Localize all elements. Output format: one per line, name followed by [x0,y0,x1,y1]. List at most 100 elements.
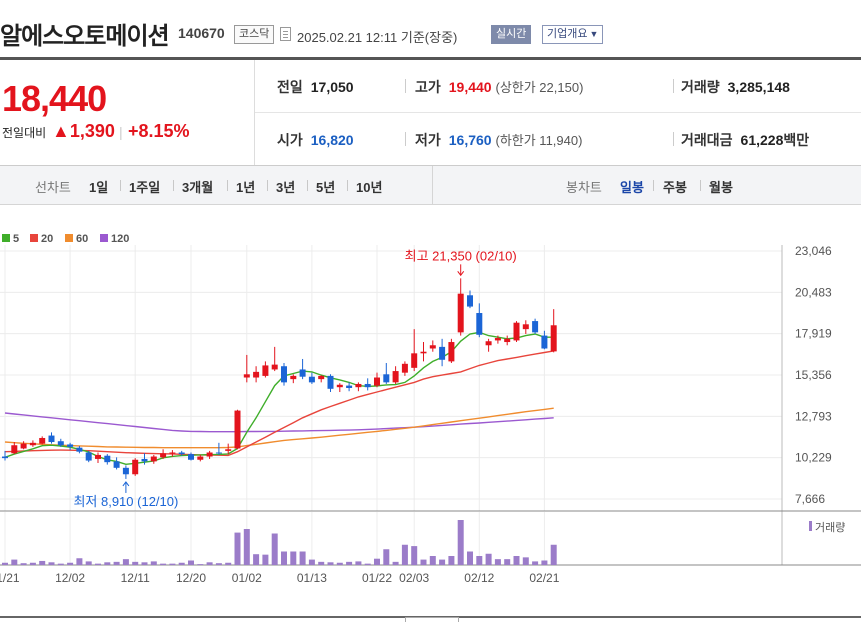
volume-bar [457,520,464,565]
low-label: 저가 [415,132,441,148]
period-tab-3m[interactable]: 3개월 [182,180,214,195]
x-tick-label: 01/22 [362,571,392,585]
volume-legend-swatch [809,521,812,531]
candle-body [281,366,287,383]
up-triangle-icon: ▲ [52,121,70,141]
volume-bar [392,561,399,565]
volume-bar [178,562,185,565]
x-tick-label: 01/13 [297,571,327,585]
bottom-tab-handle[interactable] [405,617,459,622]
volume-bar [197,564,204,565]
quote-divider [255,112,861,113]
ma-line-20 [4,350,554,457]
period-tab-10y[interactable]: 10년 [356,180,383,195]
x-tick-label: 12/11 [121,571,150,585]
volume-bar [271,533,278,565]
volume-bar [485,553,492,565]
candle-body [76,447,83,452]
high-price: 고가 19,440 (상한가 22,150) [415,77,583,97]
candle-body [336,384,343,388]
change-label: 전일대비 [2,126,47,140]
high-label: 고가 [415,79,441,95]
price-box: 18,440 전일대비 ▲1,390 | +8.15% [0,60,255,165]
candle-chart-label: 봉차트 [566,180,602,195]
candle-tab-weekly[interactable]: 주봉 [663,180,687,195]
upper-limit: (상한가 22,150) [495,80,584,95]
prev-close: 전일 17,050 [277,77,354,97]
current-price: 18,440 [2,78,107,119]
volume-bar [169,563,176,565]
candle-body [141,458,148,462]
candle-tab-monthly[interactable]: 월봉 [709,180,733,195]
stock-code: 140670 [178,25,225,41]
prev-close-value: 17,050 [310,79,354,95]
candle-body [262,365,269,376]
tab-group-divider [432,166,433,204]
volume-bar [48,562,55,565]
low-price: 저가 16,760 (하한가 11,940) [415,130,582,150]
candle-body [392,371,399,383]
candle-body [215,452,222,454]
quote-separator [405,132,406,146]
candle-body [160,453,167,458]
tab-separator [700,180,701,191]
candle-body [271,364,278,370]
candle-body [299,369,306,377]
volume-bar [122,559,129,565]
x-tick-label: 02/21 [529,571,559,585]
volume-bar [243,529,250,565]
volume-bar [39,560,46,565]
candle-body [113,461,120,468]
quote-separator [405,79,406,93]
x-tick-label: 01/02 [232,571,262,585]
candle-body [355,383,362,388]
y-tick-label: 23,046 [795,244,832,258]
y-tick-label: 12,793 [795,409,832,423]
volume-bar [95,563,101,565]
candle-body [457,293,464,333]
candle-tab-daily[interactable]: 일봉 [620,180,644,195]
legend-label: 5 [13,233,19,245]
volume-bar [67,562,74,565]
candle-body [206,452,213,457]
period-tab-1d[interactable]: 1일 [89,180,109,195]
candle-body [85,452,92,461]
candle-body [411,353,418,368]
candle-body [485,341,492,346]
volume-bar [206,562,213,565]
amount-unit: 백만 [783,132,810,148]
candle-body [29,442,36,446]
period-tab-1w[interactable]: 1주일 [129,180,161,195]
y-tick-label: 17,919 [795,327,832,341]
candle-body [420,351,427,354]
x-tick-label: 02/12 [464,571,494,585]
realtime-button[interactable]: 실시간 [491,25,532,44]
candle-body [178,452,185,455]
company-overview-dropdown[interactable]: 기업개요 ▼ [542,25,604,44]
change-amount: 1,390 [69,121,115,141]
volume-bar [476,556,483,565]
candle-body [243,374,250,378]
candle-body [48,435,55,443]
volume-bar [113,561,120,565]
volume-bar [429,556,436,565]
volume-bar [150,561,157,565]
period-tab-5y[interactable]: 5년 [316,180,336,195]
low-arrow-head [122,481,130,487]
y-tick-label: 20,483 [795,285,832,299]
candle-body [57,441,64,446]
candle-body [95,454,101,459]
candle-body [11,445,18,454]
volume-bar [522,557,529,565]
volume-bar [411,546,418,565]
period-tab-1y[interactable]: 1년 [236,180,256,195]
period-tab-3y[interactable]: 3년 [276,180,296,195]
volume-bar [132,561,139,565]
x-tick-label: 11/21 [0,571,20,585]
volume-bar [215,563,222,565]
tab-separator [347,180,348,191]
volume-bar [420,559,427,565]
candle-body [188,454,194,460]
volume-bar [188,560,194,565]
volume-bar [29,562,36,565]
